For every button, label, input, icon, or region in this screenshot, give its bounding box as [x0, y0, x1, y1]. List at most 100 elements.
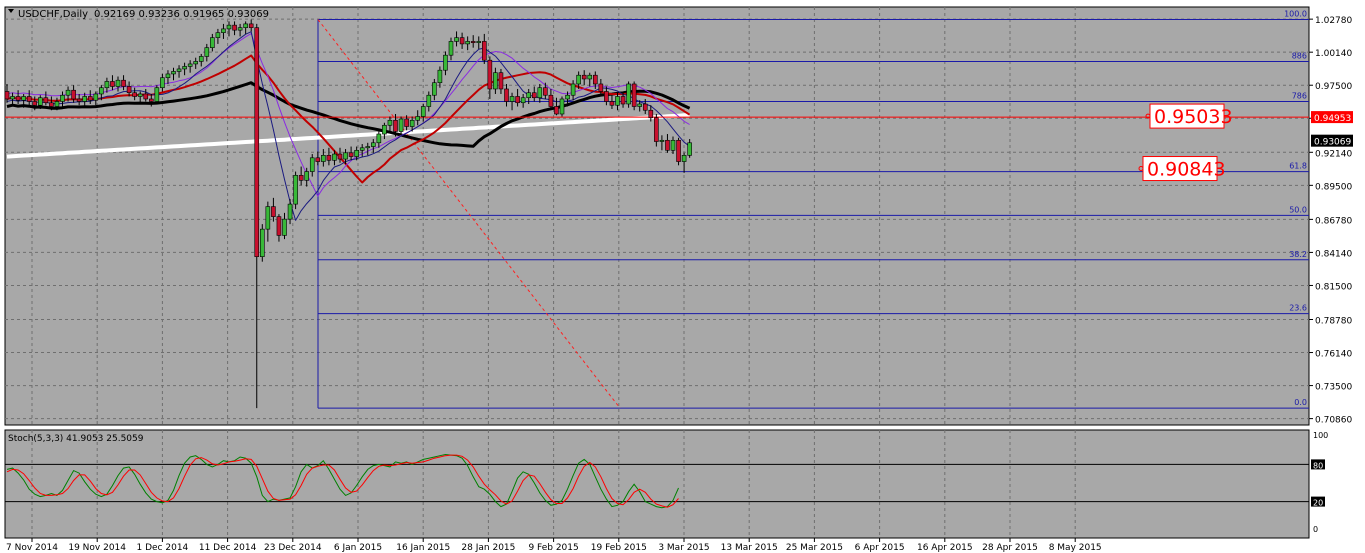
candle-body: [455, 38, 459, 42]
candle-body: [399, 119, 403, 132]
x-tick-label: 16 Apr 2015: [917, 543, 973, 553]
x-tick-label: 16 Jan 2015: [396, 543, 450, 553]
candle-body: [83, 96, 87, 101]
candle-body: [332, 154, 336, 160]
candle-body: [449, 41, 453, 55]
candle-body: [122, 80, 126, 86]
candle-body: [388, 120, 392, 125]
candle-body: [488, 60, 492, 89]
candle-body: [355, 150, 359, 156]
fib-level-label: 23.6: [1289, 304, 1307, 313]
candle-body: [482, 41, 486, 60]
fib-level-label: 50.0: [1289, 205, 1307, 214]
x-tick-label: 13 Mar 2015: [721, 543, 778, 553]
x-tick-label: 23 Dec 2014: [264, 543, 322, 553]
candle-body: [172, 71, 176, 74]
y-tick-label: 0.76140: [1315, 350, 1352, 360]
candle-body: [299, 175, 303, 180]
candle-body: [443, 55, 447, 70]
upper-price-label: 0.95033: [1154, 106, 1233, 128]
candle-body: [410, 120, 414, 126]
candle-body: [554, 106, 558, 114]
candle-body: [427, 95, 431, 106]
candle-body: [466, 41, 470, 44]
candle-body: [227, 25, 231, 29]
y-tick-label: 0.86780: [1315, 216, 1352, 226]
main-pane-bg: [5, 7, 1309, 425]
candle-body: [549, 95, 553, 106]
fib-level-label: 886: [1292, 51, 1307, 60]
candle-body: [493, 73, 497, 89]
candle-body: [621, 96, 625, 104]
candle-body: [188, 64, 192, 67]
candle-body: [382, 125, 386, 134]
candle-body: [210, 38, 214, 48]
stoch-label: Stoch(5,3,3) 41.9053 25.5059: [8, 434, 144, 444]
candle-body: [460, 38, 464, 44]
candle-body: [532, 93, 536, 98]
stoch-axis-label: 0: [1313, 525, 1318, 534]
candle-body: [138, 94, 142, 97]
candle-body: [5, 91, 9, 99]
candle-body: [194, 61, 198, 64]
candle-body: [255, 28, 259, 257]
x-tick-label: 25 Mar 2015: [786, 543, 843, 553]
candle-body: [238, 28, 242, 31]
stoch-level-tag: 20: [1313, 499, 1323, 508]
candle-body: [288, 204, 292, 219]
candle-body: [133, 93, 137, 97]
stoch-level-tag: 80: [1313, 461, 1323, 470]
x-tick-label: 8 May 2015: [1049, 543, 1102, 553]
candle-body: [371, 143, 375, 147]
x-tick-label: 6 Jan 2015: [334, 543, 382, 553]
candle-body: [566, 95, 570, 99]
candle-body: [627, 84, 631, 104]
stochastic-pane[interactable]: 80 20 100 0: [5, 430, 1328, 538]
fib-level-label: 38.2: [1289, 250, 1307, 259]
candle-body: [294, 175, 298, 204]
ohlc-label: 0.92169 0.93236 0.91965 0.93069: [94, 9, 269, 20]
candle-body: [649, 110, 653, 118]
fib-level-label: 100.0: [1284, 10, 1307, 19]
x-tick-label: 11 Dec 2014: [199, 543, 257, 553]
candle-body: [183, 66, 187, 69]
x-tick-label: 1 Dec 2014: [137, 543, 189, 553]
candle-body: [11, 96, 15, 99]
candle-body: [27, 96, 31, 101]
x-tick-label: 3 Mar 2015: [658, 543, 709, 553]
candle-body: [216, 33, 220, 38]
candle-body: [144, 94, 148, 99]
candle-body: [438, 70, 442, 83]
x-tick-label: 28 Jan 2015: [461, 543, 515, 553]
candle-body: [72, 90, 76, 99]
candle-body: [155, 88, 159, 102]
candle-body: [160, 78, 164, 88]
candle-body: [416, 117, 420, 121]
candle-body: [499, 73, 503, 89]
candle-body: [22, 96, 26, 100]
symbol-label: USDCHF,Daily: [18, 9, 88, 20]
candle-body: [166, 74, 170, 78]
candle-body: [593, 75, 597, 84]
candle-body: [77, 99, 81, 102]
y-tick-label: 0.84140: [1315, 249, 1352, 259]
y-tick-label: 0.78780: [1315, 316, 1352, 326]
candle-body: [149, 99, 153, 102]
candle-body: [677, 140, 681, 161]
candle-body: [477, 41, 481, 42]
main-price-pane[interactable]: 1.027801.001400.975000.948600.921400.895…: [5, 7, 1353, 426]
candle-body: [577, 75, 581, 84]
candle-body: [244, 24, 248, 28]
candle-body: [521, 98, 525, 103]
candle-body: [432, 83, 436, 96]
candle-body: [221, 29, 225, 33]
candle-body: [44, 98, 48, 103]
candle-body: [94, 94, 98, 100]
candle-body: [582, 75, 586, 79]
stoch-pane-bg: [5, 430, 1309, 538]
red-price-tag: 0.94953: [1314, 114, 1351, 124]
candle-body: [505, 89, 509, 102]
candle-body: [127, 86, 131, 92]
candle-body: [688, 143, 692, 156]
